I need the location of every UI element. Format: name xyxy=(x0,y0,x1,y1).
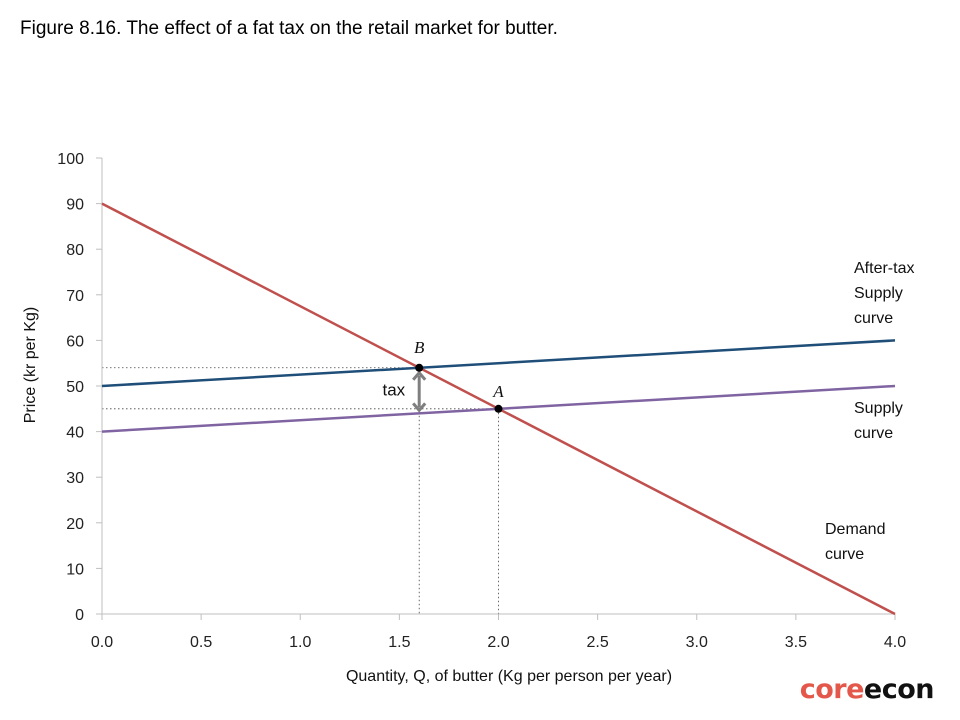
x-tick-label: 4.0 xyxy=(884,634,906,651)
y-tick-label: 30 xyxy=(66,470,84,487)
after-tax-supply-curve-label: After-tax Supply curve xyxy=(854,260,914,327)
after-tax-supply-curve-line xyxy=(101,339,896,388)
equilibrium-points: BA xyxy=(414,338,504,413)
supply-curve-label-line: curve xyxy=(854,425,893,442)
point-label-a: A xyxy=(492,382,504,401)
curve-labels: Demand curve After-tax Supply curve Supply cur… xyxy=(825,260,914,563)
x-tick-label: 0.0 xyxy=(91,634,113,651)
guide-lines xyxy=(102,367,499,614)
x-tick-label: 2.0 xyxy=(487,634,509,651)
demand-curve-label-line: curve xyxy=(825,546,864,563)
y-tick-label: 10 xyxy=(66,561,84,578)
supply-curve-label-line: Supply xyxy=(854,400,903,417)
supply-curve-label: Supply curve xyxy=(854,400,903,442)
y-tick-label: 20 xyxy=(66,516,84,533)
y-tick-label: 0 xyxy=(75,607,84,624)
y-tick-label: 90 xyxy=(66,197,84,214)
x-tick-label: 3.0 xyxy=(686,634,708,651)
x-tick-label: 0.5 xyxy=(190,634,212,651)
annotations: tax xyxy=(383,370,427,413)
y-tick-label: 100 xyxy=(57,151,84,168)
y-tick-label: 70 xyxy=(66,288,84,305)
x-tick-label: 2.5 xyxy=(587,634,609,651)
figure-title: Figure 8.16. The effect of a fat tax on … xyxy=(20,18,558,39)
after-tax-supply-curve-label-line: Supply xyxy=(854,285,903,302)
demand-curve-label: Demand curve xyxy=(825,521,885,563)
tax-label: tax xyxy=(383,381,406,400)
y-tick-label: 50 xyxy=(66,379,84,396)
after-tax-supply-curve-label-line: After-tax xyxy=(854,260,914,277)
demand-curve-label-line: Demand xyxy=(825,521,885,538)
x-axis-title: Quantity, Q, of butter (Kg per person pe… xyxy=(346,668,672,685)
y-tick-label: 60 xyxy=(66,333,84,350)
x-tick-label: 1.0 xyxy=(289,634,311,651)
axes: 0 10 20 30 40 50 60 70 80 90 100 0.0 0.5 1.0 1.5 2.0 2.5… xyxy=(57,151,906,651)
y-axis-title: Price (kr per Kg) xyxy=(22,307,39,423)
point-a xyxy=(494,404,503,413)
x-tick-label: 3.5 xyxy=(785,634,807,651)
point-b xyxy=(415,363,424,372)
point-label-b: B xyxy=(414,338,425,357)
y-tick-label: 80 xyxy=(66,242,84,259)
tax-arrow-head-up xyxy=(412,370,427,381)
x-tick-label: 1.5 xyxy=(388,634,410,651)
coreecon-logo: coreecon xyxy=(799,674,935,705)
tax-arrow-head-down xyxy=(412,402,427,413)
after-tax-supply-curve-label-line: curve xyxy=(854,310,893,327)
y-tick-label: 40 xyxy=(66,425,84,442)
